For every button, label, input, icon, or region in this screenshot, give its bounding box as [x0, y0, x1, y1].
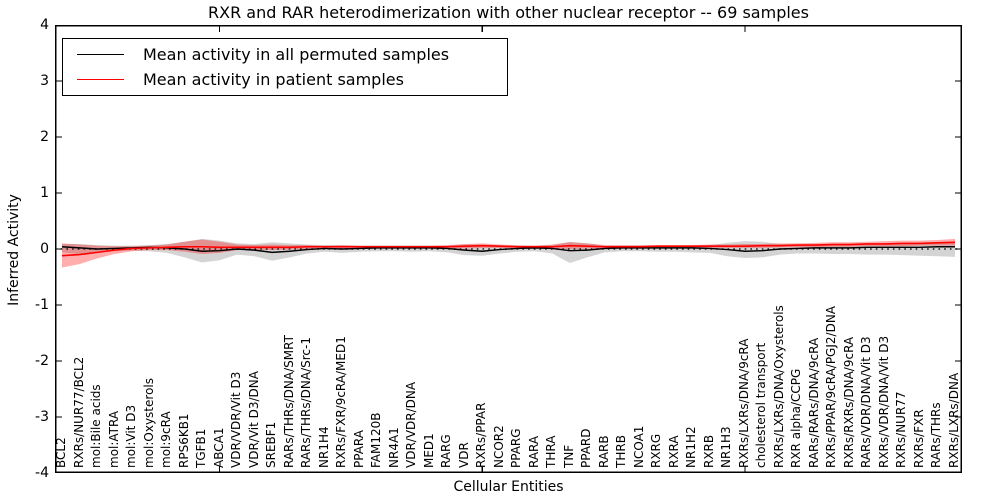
x-tick-label: NR1H4	[316, 426, 331, 468]
plot-canvas	[55, 25, 962, 473]
legend-label-permuted: Mean activity in all permuted samples	[143, 45, 450, 64]
x-tick-label: mol:ATRA	[106, 410, 121, 468]
legend-entry-patient: Mean activity in patient samples	[63, 70, 507, 89]
x-tick-label: NR1H3	[719, 426, 734, 468]
permuted-band	[62, 238, 955, 263]
x-tick-label: RXRs/LXRs/DNA	[947, 372, 961, 468]
x-tick-label: RXRs/FXR/9cRA/MED1	[334, 336, 349, 468]
x-tick-label: RXRs/VDR/DNA/Vit D3	[876, 335, 891, 468]
x-tick-label: RXRA	[666, 435, 681, 468]
x-tick-label: RARA	[526, 435, 541, 468]
y-tick-label: 0	[40, 241, 49, 257]
permuted-mean-line	[61, 246, 955, 254]
x-tick-label: TNF	[561, 444, 576, 468]
x-axis-label: Cellular Entities	[453, 479, 564, 495]
x-tick-label: RXRs/NUR77/BCL2	[71, 356, 86, 468]
x-tick-label: FAM120B	[369, 412, 384, 469]
x-tick-label: mol:Vit D3	[124, 404, 139, 468]
y-tick-label: 1	[40, 185, 49, 201]
x-tick-label: RXRG	[649, 433, 664, 468]
x-tick-label: SREBF1	[264, 421, 279, 468]
y-tick-label: 3	[40, 73, 49, 89]
y-tick-label: -4	[35, 465, 49, 481]
x-tick-label: VDR/VDR/DNA	[404, 381, 419, 468]
x-tick-label: RPS6KB1	[176, 413, 191, 468]
patient-mean-line	[61, 241, 956, 257]
x-tick-label: PPARA	[351, 430, 366, 468]
y-tick-label: -2	[35, 353, 49, 369]
patient-line-sample-icon	[77, 79, 124, 80]
permuted-line-sample-icon	[77, 54, 124, 55]
x-tick-label: ABCA1	[211, 427, 226, 468]
x-tick-label: PPARD	[579, 428, 594, 469]
x-tick-label: mol:Oxysterols	[141, 378, 156, 468]
legend-box: Mean activity in all permuted samples Me…	[62, 38, 508, 96]
x-tick-label: RARs/THRs/DNA/Src-1	[299, 337, 314, 468]
x-tick-label: TGFB1	[194, 428, 209, 468]
x-tick-label: mol:Bile acids	[89, 384, 104, 468]
x-tick-label: VDR/VDR/Vit D3	[229, 371, 244, 468]
x-tick-label: NR1H2	[684, 426, 699, 468]
x-tick-label: PPARG	[509, 428, 524, 468]
x-tick-label: RARs/THRs	[929, 402, 944, 468]
x-tick-label: RXRs/NUR77	[894, 391, 909, 468]
x-tick-label: mol:9cRA	[159, 411, 174, 468]
x-tick-label: RXR alpha/CCPG	[789, 368, 804, 468]
x-tick-label: VDR	[456, 442, 471, 468]
x-tick-label: NCOR2	[491, 425, 506, 468]
x-tick-label: RXRs/LXRs/DNA/9cRA	[736, 338, 751, 469]
x-tick-label: RARs/VDR/DNA/Vit D3	[859, 336, 874, 468]
x-tick-label: RARs/RARs/DNA/9cRA	[806, 337, 821, 468]
chart-title: RXR and RAR heterodimerization with othe…	[208, 3, 809, 22]
x-tick-label: NCOA1	[631, 425, 646, 468]
x-tick-label: THRA	[544, 435, 559, 468]
x-tick-label: cholesterol transport	[754, 342, 769, 468]
y-tick-label: -3	[35, 409, 49, 425]
x-tick-label: RARB	[596, 435, 611, 468]
x-tick-label: RXRs/FXR	[911, 409, 926, 468]
x-tick-label: RARs/THRs/DNA/SMRT	[281, 335, 296, 468]
x-tick-label: RARG	[439, 434, 454, 468]
x-tick-label: RXRB	[701, 434, 716, 468]
y-tick-label: 2	[40, 129, 49, 145]
x-tick-label: THRB	[614, 435, 629, 468]
x-tick-label: BCL2	[54, 437, 68, 468]
legend-entry-permuted: Mean activity in all permuted samples	[63, 45, 507, 64]
x-tick-label: RXRs/PPAR/9cRA/PGJ2/DNA	[824, 306, 839, 468]
x-tick-label: NR4A1	[386, 427, 401, 468]
x-tick-label: RXRs/RXRs/DNA/9cRA	[841, 336, 856, 468]
x-tick-label: RXRs/LXRs/DNA/Oxysterols	[771, 305, 786, 468]
x-tick-label: MED1	[421, 433, 436, 468]
x-tick-label: RXRs/PPAR	[474, 402, 489, 468]
y-tick-label: -1	[35, 297, 49, 313]
y-tick-label: 4	[40, 17, 49, 33]
legend-label-patient: Mean activity in patient samples	[143, 70, 404, 89]
x-tick-label: VDR/Vit D3/DNA	[246, 371, 261, 468]
